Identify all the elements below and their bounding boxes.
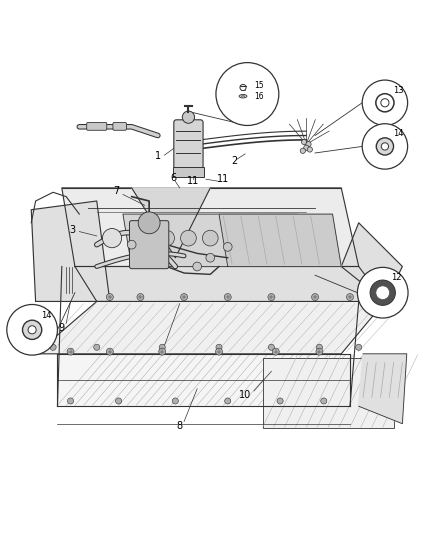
Circle shape [180,294,187,301]
Polygon shape [123,214,306,266]
Circle shape [159,230,174,246]
Circle shape [376,138,393,155]
Circle shape [300,148,305,154]
Polygon shape [62,188,359,266]
Circle shape [94,344,100,350]
Circle shape [362,124,408,169]
Circle shape [206,253,215,262]
Circle shape [216,344,222,350]
Circle shape [376,286,389,300]
Text: 16: 16 [254,92,264,101]
Circle shape [202,230,218,246]
FancyBboxPatch shape [174,120,203,169]
Circle shape [223,243,232,251]
Circle shape [127,240,136,249]
Text: 9: 9 [59,322,65,333]
FancyBboxPatch shape [57,354,350,406]
Circle shape [277,398,283,404]
Text: 8: 8 [177,421,183,431]
Text: 10: 10 [239,390,251,400]
Polygon shape [219,214,341,266]
Ellipse shape [241,95,244,97]
Circle shape [172,398,178,404]
Polygon shape [35,302,385,354]
Text: 3: 3 [70,225,76,235]
Circle shape [304,145,309,150]
Circle shape [272,348,279,355]
Circle shape [159,344,165,350]
Circle shape [356,344,362,350]
Circle shape [362,80,408,125]
FancyBboxPatch shape [263,358,394,428]
Text: 15: 15 [254,81,264,90]
Circle shape [138,212,160,234]
Text: 11: 11 [217,174,230,184]
Polygon shape [132,188,210,258]
FancyBboxPatch shape [130,221,169,269]
Circle shape [357,268,408,318]
Circle shape [225,398,231,404]
Circle shape [116,398,122,404]
Circle shape [182,111,194,123]
Circle shape [22,320,42,340]
Circle shape [216,62,279,125]
Circle shape [7,304,57,355]
Circle shape [215,348,223,355]
Text: 2: 2 [231,156,237,166]
Circle shape [67,398,74,404]
Polygon shape [359,354,407,424]
Text: 6: 6 [170,173,176,183]
Circle shape [346,294,353,301]
Text: 11: 11 [187,176,199,187]
Text: 7: 7 [113,187,120,196]
Polygon shape [31,201,110,302]
FancyBboxPatch shape [113,123,127,130]
Polygon shape [75,266,385,302]
Text: 14: 14 [41,311,52,320]
Circle shape [50,344,56,350]
Text: 12: 12 [392,273,402,282]
Circle shape [268,294,275,301]
Circle shape [193,262,201,271]
Circle shape [321,398,327,404]
Circle shape [301,140,307,144]
Circle shape [370,280,396,305]
Ellipse shape [239,94,247,98]
Circle shape [102,229,122,248]
Circle shape [28,326,36,334]
Circle shape [180,230,196,246]
FancyBboxPatch shape [87,123,107,130]
Circle shape [316,348,323,355]
Circle shape [106,348,113,355]
Circle shape [159,348,166,355]
Circle shape [316,344,322,350]
Circle shape [106,294,113,301]
Circle shape [311,294,318,301]
Text: 14: 14 [393,130,403,139]
Circle shape [381,143,389,150]
Circle shape [67,348,74,355]
FancyBboxPatch shape [173,167,204,177]
Circle shape [137,294,144,301]
Circle shape [268,344,275,350]
Polygon shape [341,223,403,302]
Text: 13: 13 [393,86,403,95]
Text: 1: 1 [155,151,161,161]
Circle shape [224,294,231,301]
Circle shape [307,147,312,152]
Circle shape [306,142,311,147]
